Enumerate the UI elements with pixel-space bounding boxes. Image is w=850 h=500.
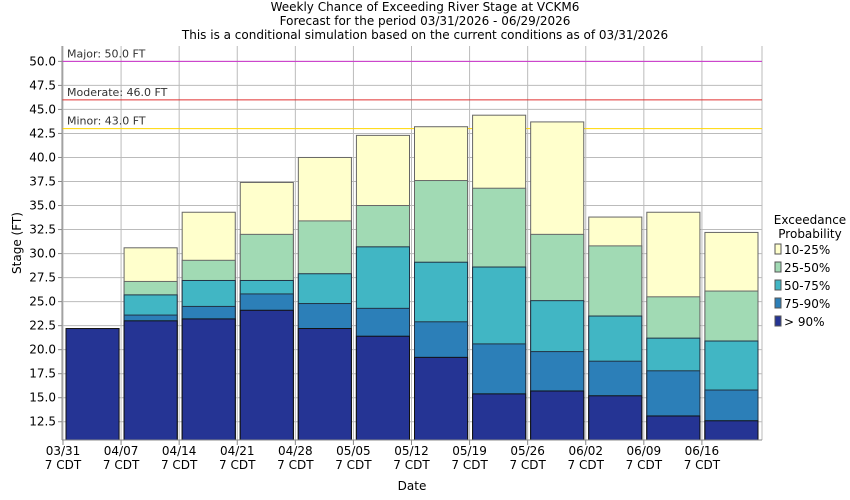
bar-segment-90: [355, 335, 410, 441]
y-tick-label: 15.0: [29, 391, 56, 405]
x-tick-sublabel: 7 CDT: [103, 458, 140, 472]
y-tick-label: 25.0: [29, 295, 56, 309]
x-tick-label: 05/19: [452, 444, 487, 458]
legend-title: Probability: [778, 227, 841, 241]
flood-level-label: Minor: 43.0 FT: [67, 115, 146, 128]
bar-segment-90: [297, 328, 352, 441]
x-tick-sublabel: 7 CDT: [509, 458, 546, 472]
x-tick-sublabel: 7 CDT: [219, 458, 256, 472]
y-tick-label: 45.0: [29, 102, 56, 116]
bar-segment-90: [65, 328, 120, 441]
x-tick-sublabel: 7 CDT: [335, 458, 372, 472]
x-tick-sublabel: 7 CDT: [451, 458, 488, 472]
x-tick-label: 04/07: [104, 444, 139, 458]
legend-swatch: [774, 315, 782, 327]
y-tick-label: 12.5: [29, 415, 56, 429]
x-tick-label: 05/12: [394, 444, 429, 458]
x-tick-label: 06/09: [627, 444, 662, 458]
y-tick-label: 22.5: [29, 319, 56, 333]
x-tick-sublabel: 7 CDT: [277, 458, 314, 472]
x-tick-sublabel: 7 CDT: [684, 458, 721, 472]
y-tick-label: 17.5: [29, 367, 56, 381]
bar-segment-90: [239, 309, 294, 441]
bar-segment-90: [646, 415, 701, 441]
bar-segment-90: [588, 395, 643, 441]
bar-segment-90: [704, 420, 759, 441]
x-tick-label: 06/16: [685, 444, 720, 458]
bar-segment-90: [472, 393, 527, 441]
x-tick-sublabel: 7 CDT: [393, 458, 430, 472]
legend-swatch: [774, 279, 782, 291]
y-tick-label: 50.0: [29, 54, 56, 68]
x-tick-sublabel: 7 CDT: [568, 458, 605, 472]
x-tick-label: 05/26: [510, 444, 545, 458]
y-tick-label: 32.5: [29, 223, 56, 237]
legend-title: Exceedance: [774, 213, 846, 227]
y-tick-label: 40.0: [29, 150, 56, 164]
x-tick-sublabel: 7 CDT: [626, 458, 663, 472]
legend-swatch: [774, 261, 782, 273]
y-tick-label: 27.5: [29, 271, 56, 285]
legend-entry-label: 25-50%: [784, 261, 830, 275]
y-tick-label: 47.5: [29, 78, 56, 92]
x-tick-sublabel: 7 CDT: [45, 458, 82, 472]
y-tick-label: 20.0: [29, 343, 56, 357]
y-tick-label: 42.5: [29, 126, 56, 140]
x-axis-label: Date: [398, 479, 427, 493]
y-tick-label: 30.0: [29, 247, 56, 261]
x-tick-label: 04/14: [162, 444, 197, 458]
x-tick-sublabel: 7 CDT: [161, 458, 198, 472]
bar-segment-90: [530, 390, 585, 441]
chart-title: Weekly Chance of Exceeding River Stage a…: [270, 0, 580, 14]
legend-entry-label: 50-75%: [784, 279, 830, 293]
legend-entry-label: 10-25%: [784, 243, 830, 257]
x-tick-label: 03/31: [46, 444, 81, 458]
legend-swatch: [774, 297, 782, 309]
chart-subtitle-period: Forecast for the period 03/31/2026 - 06/…: [279, 14, 571, 28]
x-tick-label: 06/02: [568, 444, 603, 458]
y-tick-label: 37.5: [29, 174, 56, 188]
x-tick-label: 04/21: [220, 444, 255, 458]
legend-entry-label: > 90%: [784, 315, 825, 329]
chart-subtitle-conditions: This is a conditional simulation based o…: [181, 28, 669, 42]
x-tick-label: 05/05: [336, 444, 371, 458]
legend-entry-label: 75-90%: [784, 297, 830, 311]
bar-segment-90: [414, 356, 469, 441]
y-tick-label: 35.0: [29, 199, 56, 213]
bar-segment-90: [181, 318, 236, 441]
flood-level-label: Major: 50.0 FT: [67, 47, 146, 60]
y-axis-label: Stage (FT): [10, 212, 24, 274]
bar-segment-90: [123, 320, 178, 441]
legend-swatch: [774, 243, 782, 255]
x-tick-label: 04/28: [278, 444, 313, 458]
flood-level-label: Moderate: 46.0 FT: [67, 86, 168, 99]
